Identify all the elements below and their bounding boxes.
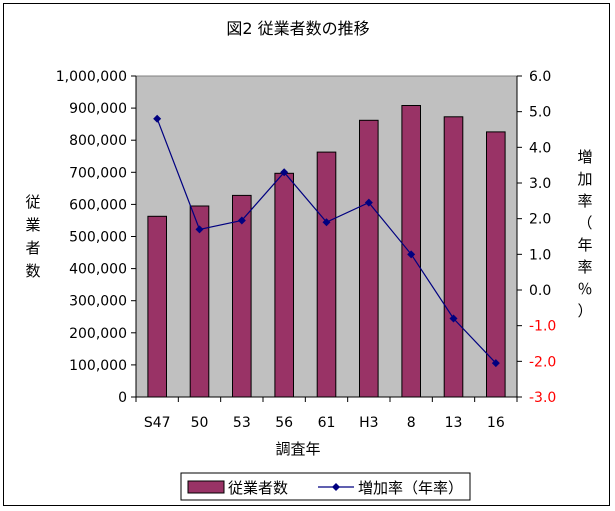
y-tick-label-left: 0 [118,390,127,406]
y-tick-label-right: 1.0 [529,247,551,263]
x-tick-label: 13 [445,415,463,431]
y-axis-title-left: 従業者数 [25,193,40,280]
bar-13 [443,116,464,398]
x-axis-title: 調査年 [275,440,320,458]
y-tick-label-left: 500,000 [69,230,127,246]
y-tick-label-left: 200,000 [69,326,127,342]
point-16 [491,359,500,368]
chart-title: 図2 従業者数の推移 [226,19,369,38]
legend-marker-line [332,483,340,491]
x-tick-label: 53 [233,415,251,431]
bar-S47 [147,215,167,398]
bar-H3 [359,119,379,398]
bar-50 [189,205,210,398]
x-tick-label: 8 [407,415,416,431]
bar-61 [316,151,337,398]
point-50 [195,225,204,234]
point-S47 [153,114,162,123]
x-tick-label: 50 [191,415,209,431]
x-tick-label: H3 [359,415,378,431]
bar-56 [274,172,294,398]
y-tick-label-right: 4.0 [529,140,551,156]
bar-16 [486,131,506,398]
point-H3 [364,198,373,207]
y-tick-label-left: 800,000 [69,133,127,149]
bar-53 [232,194,252,398]
point-53 [237,216,246,225]
legend-label-line: 増加率（年率） [358,479,463,497]
y-tick-label-left: 600,000 [69,197,127,213]
y-tick-label-right: 6.0 [529,69,551,85]
y-tick-label-right: 0.0 [529,283,551,299]
legend: 従業者数 増加率（年率） [180,472,471,501]
point-61 [322,218,331,227]
y-tick-label-right: -3.0 [529,390,556,406]
y-tick-label-right: -1.0 [529,319,556,335]
x-tick-label: 61 [318,415,336,431]
point-8 [407,250,416,259]
x-tick-label: 16 [487,415,505,431]
y-tick-label-left: 700,000 [69,165,127,181]
point-56 [280,168,289,177]
point-13 [449,314,458,323]
y-tick-label-left: 100,000 [69,358,127,374]
y-tick-label-right: 3.0 [529,176,551,192]
x-tick-label: 56 [275,415,293,431]
y-tick-label-left: 300,000 [69,294,127,310]
y-tick-label-left: 1,000,000 [56,69,127,85]
legend-swatch-bar [187,480,225,494]
y-tick-label-left: 400,000 [69,262,127,278]
y-tick-label-left: 900,000 [69,101,127,117]
y-axis-title-right: 増加率（年率％） [577,148,592,320]
x-tick-label: S47 [144,415,171,431]
y-tick-label-right: 5.0 [529,105,551,121]
legend-label-bar: 従業者数 [228,479,288,497]
y-tick-label-right: 2.0 [529,212,551,228]
y-tick-label-right: -2.0 [529,354,556,370]
